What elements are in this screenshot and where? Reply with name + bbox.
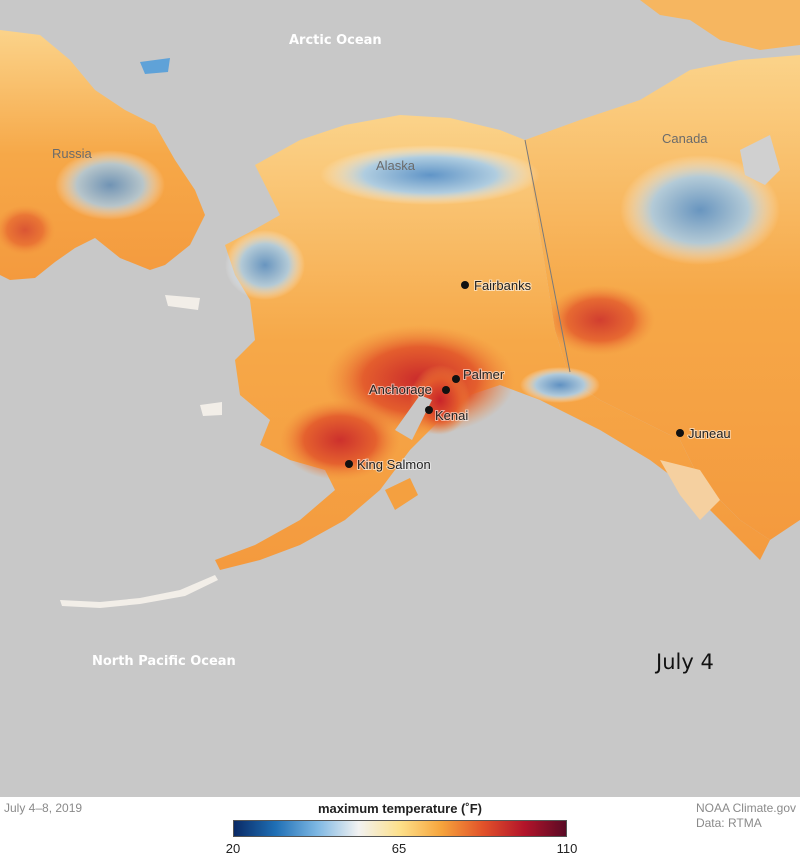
alaska-temperature-map: Arctic Ocean North Pacific Ocean Russia … — [0, 0, 800, 797]
canada-cool-area — [620, 155, 780, 265]
date-range-caption: July 4–8, 2019 — [4, 801, 83, 815]
arctic-ocean-label: Arctic Ocean — [289, 33, 382, 48]
aleutian-islands — [60, 575, 218, 608]
city-label: Juneau — [688, 426, 731, 441]
canada-north-islands — [640, 0, 800, 50]
credit-block: NOAA Climate.gov Data: RTMA — [696, 801, 796, 831]
city-marker — [345, 460, 353, 468]
city-juneau: Juneau — [676, 425, 732, 442]
city-anchorage: Anchorage — [368, 381, 450, 398]
southeast-islands — [660, 460, 720, 520]
north-pacific-ocean-label: North Pacific Ocean — [92, 654, 236, 669]
credit-source: NOAA Climate.gov — [695, 801, 796, 815]
russia-label: Russia — [52, 146, 93, 161]
nunivak-island — [200, 402, 222, 416]
russia-lake — [140, 58, 170, 74]
credit-data: Data: RTMA — [695, 816, 762, 830]
wrangell-cool — [520, 367, 600, 403]
kodiak-island — [385, 478, 418, 510]
city-label: Palmer — [463, 367, 505, 382]
russia-hot-area — [0, 205, 55, 255]
legend-max-label: 110 — [556, 841, 578, 856]
city-label: Anchorage — [369, 382, 432, 397]
city-king-salmon: King Salmon — [345, 456, 432, 473]
city-marker — [452, 375, 460, 383]
legend-title: maximum temperature (˚F) — [318, 801, 482, 816]
alaska-label: Alaska — [376, 158, 416, 173]
city-fairbanks: Fairbanks — [461, 277, 533, 294]
canada-hot-area — [545, 285, 655, 355]
temperature-legend: maximum temperature (˚F) 20 65 110 — [226, 800, 578, 863]
west-alaska-cool — [225, 230, 305, 300]
legend-min-label: 20 — [225, 841, 241, 856]
cook-inlet — [395, 395, 432, 440]
city-label: King Salmon — [357, 457, 431, 472]
city-marker — [676, 429, 684, 437]
city-kenai: Kenai — [425, 406, 469, 424]
us-canada-border — [524, 139, 571, 373]
legend-mid-label: 65 — [391, 841, 407, 856]
st-lawrence-island — [165, 295, 200, 310]
canada-lake — [740, 135, 780, 185]
city-marker — [425, 406, 433, 414]
city-marker — [442, 386, 450, 394]
city-label: Kenai — [435, 408, 468, 423]
legend-ticks: 20 65 110 — [226, 837, 578, 863]
city-marker — [461, 281, 469, 289]
russia-cool-area — [55, 150, 165, 220]
city-label: Fairbanks — [474, 278, 532, 293]
legend-color-bar — [233, 820, 567, 837]
canada-label: Canada — [662, 131, 708, 146]
bristol-bay-hot-area — [280, 400, 400, 480]
city-palmer: Palmer — [452, 366, 506, 383]
north-slope-cool — [320, 145, 540, 205]
map-date-label: July 4 — [654, 650, 714, 674]
